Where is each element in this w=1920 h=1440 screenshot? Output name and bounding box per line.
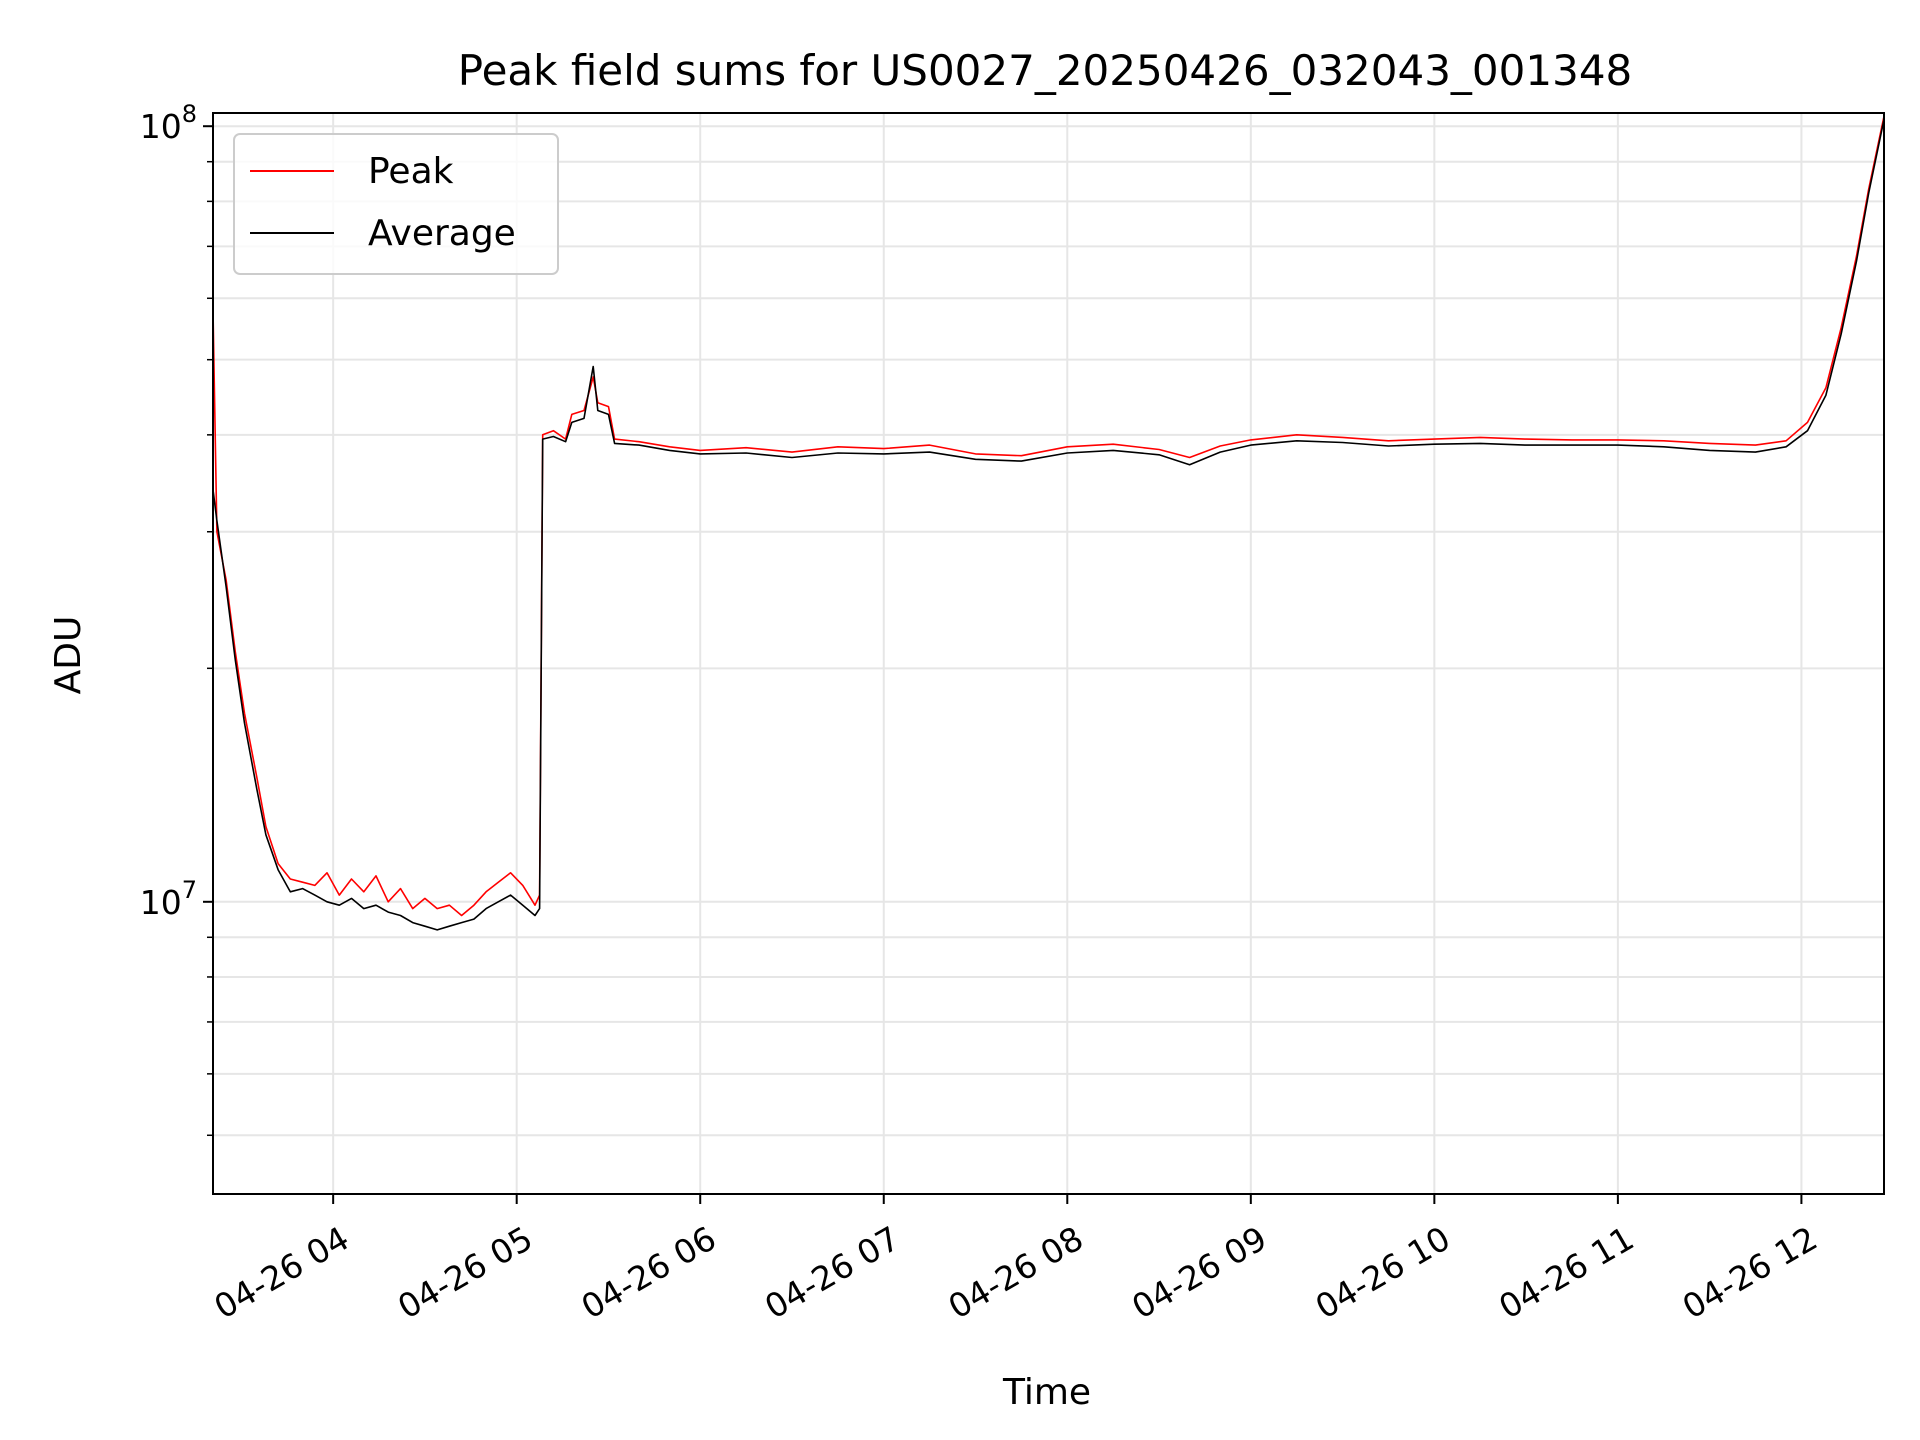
y-tick-label: 108 <box>140 100 197 146</box>
x-axis-label: Time <box>1002 1372 1091 1413</box>
legend-box <box>233 133 559 275</box>
series-layer <box>212 116 1885 931</box>
y-axis: 107 108 <box>140 100 213 1137</box>
y-tick-label: 107 <box>140 876 197 922</box>
legend-label-average: Average <box>368 213 516 254</box>
grid <box>213 113 1884 1194</box>
series-line-average <box>212 119 1885 931</box>
chart-title: Peak field sums for US0027_20250426_0320… <box>458 46 1633 95</box>
plot-frame <box>212 112 1885 1195</box>
y-axis-label: ADU <box>48 616 89 695</box>
legend: Peak Average <box>233 133 559 275</box>
legend-label-peak: Peak <box>368 151 454 192</box>
series-line-peak <box>212 116 1885 917</box>
